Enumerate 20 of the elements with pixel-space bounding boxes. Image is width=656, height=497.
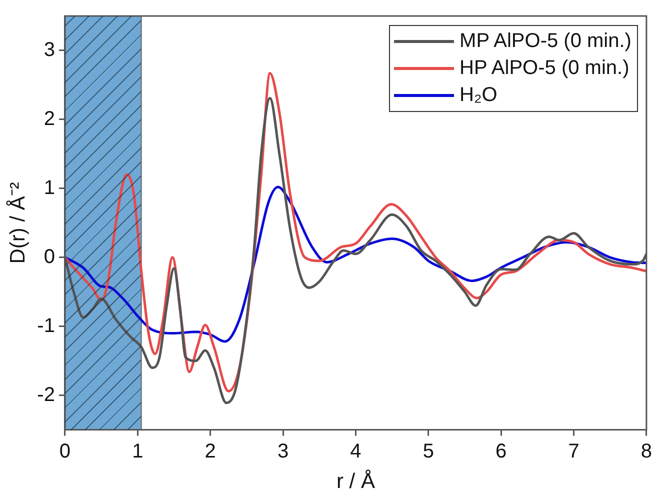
- x-tick-label: 8: [640, 440, 652, 462]
- legend-label: H₂O: [460, 84, 498, 107]
- y-axis-title: D(r) / Å⁻²: [5, 182, 30, 264]
- x-tick-label: 5: [422, 440, 434, 462]
- y-tick-label: 0: [44, 246, 55, 268]
- legend-label: HP AlPO-5 (0 min.): [460, 57, 630, 80]
- legend-label: MP AlPO-5 (0 min.): [460, 30, 632, 53]
- x-tick-label: 1: [132, 440, 144, 462]
- x-tick-label: 4: [350, 440, 362, 462]
- x-tick-label: 0: [59, 440, 71, 462]
- x-axis-title: r / Å: [336, 469, 375, 494]
- x-tick-label: 6: [496, 440, 507, 462]
- y-tick-label: 2: [44, 108, 55, 130]
- x-tick-label: 7: [568, 440, 580, 462]
- y-tick-label: -2: [37, 384, 55, 406]
- x-tick-label: 2: [204, 440, 216, 462]
- x-tick-label: 3: [277, 440, 289, 462]
- y-tick-label: -1: [37, 314, 55, 337]
- y-tick-label: 3: [44, 39, 55, 61]
- y-tick-label: 1: [44, 176, 55, 199]
